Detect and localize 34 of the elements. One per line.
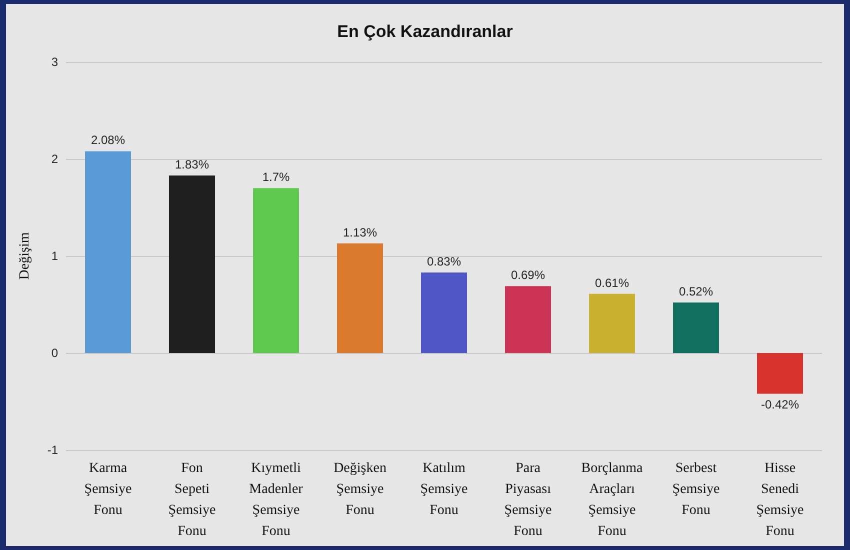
x-tick-label: Değişken Şemsiye Fonu	[334, 461, 386, 518]
x-tick-label: Katılım Şemsiye Fonu	[420, 461, 468, 518]
data-label: 0.61%	[594, 276, 630, 290]
x-tick-label: Kıymetli Madenler Şemsiye Fonu	[249, 461, 304, 539]
y-tick-label: -1	[47, 443, 58, 457]
data-label: 1.83%	[174, 157, 210, 172]
x-tick-label: Karma Şemsiye Fonu	[84, 461, 132, 518]
x-tick-label: Serbest Şemsiye Fonu	[672, 461, 720, 518]
bar	[673, 302, 719, 353]
x-tick-label: Fon Sepeti Şemsiye Fonu	[168, 461, 216, 539]
bar	[421, 272, 467, 353]
bar	[169, 175, 215, 353]
data-label: 1.7%	[262, 170, 290, 184]
bar	[85, 151, 131, 353]
y-tick-label: 1	[51, 249, 58, 263]
y-tick-label: 2	[51, 152, 58, 166]
data-label: -0.42%	[760, 398, 800, 412]
y-axis-title: Değişim	[18, 232, 32, 280]
chart-title: En Çok Kazandıranlar	[337, 22, 514, 41]
data-label: 0.69%	[510, 268, 546, 282]
y-tick-label: 3	[51, 55, 58, 69]
x-tick-label: Para Piyasası Şemsiye Fonu	[504, 461, 552, 539]
bar	[589, 294, 635, 353]
bar	[757, 353, 803, 394]
x-tick-label: Hisse Senedi Şemsiye Fonu	[756, 461, 804, 539]
bar	[505, 286, 551, 353]
data-label: 2.08%	[90, 133, 126, 148]
y-tick-label: 0	[51, 346, 58, 360]
data-label: 0.83%	[426, 254, 462, 268]
bar	[337, 243, 383, 353]
data-label: 1.13%	[342, 225, 378, 240]
x-tick-label: Borçlanma Araçları Şemsiye Fonu	[581, 461, 644, 539]
bar	[253, 188, 299, 353]
data-label: 0.52%	[678, 284, 714, 299]
